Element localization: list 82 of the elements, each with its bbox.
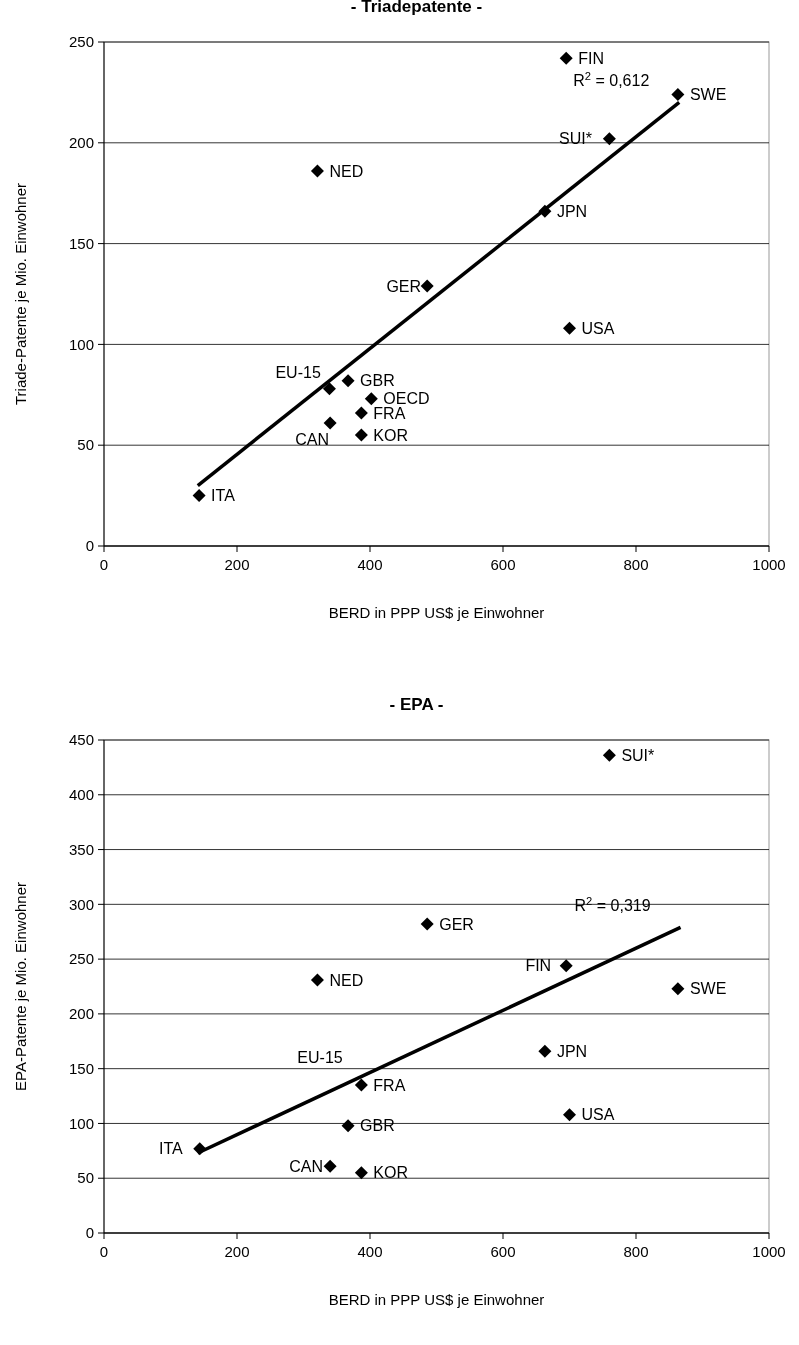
point	[671, 982, 685, 996]
annotation: EU-15	[297, 1049, 343, 1067]
point	[538, 1044, 552, 1058]
y-tick-label: 350	[68, 840, 94, 858]
y-tick-label: 0	[85, 537, 94, 555]
annotation: JPN	[556, 202, 588, 220]
x-tick-label: 0	[99, 1243, 109, 1260]
point	[341, 1119, 355, 1133]
y-tick-label: 150	[68, 1059, 94, 1077]
y-tick-label: 300	[68, 895, 94, 913]
y-tick-label: 450	[68, 731, 94, 749]
annotation: FRA	[373, 1076, 406, 1094]
annotation: NED	[329, 162, 364, 180]
x-tick-label: 800	[623, 1243, 649, 1260]
annotation: GER	[386, 277, 422, 295]
point	[563, 321, 576, 335]
y-axis-title: EPA-Patente je Mio. Einwohner	[12, 882, 29, 1091]
annotation: KOR	[373, 426, 409, 444]
y-tick-label: 150	[68, 234, 94, 252]
annotation: EU-15	[275, 364, 321, 382]
x-tick-label: 1000	[752, 1243, 786, 1260]
annotation: FIN	[578, 49, 604, 67]
y-tick-label: 50	[77, 436, 94, 454]
point	[354, 1166, 368, 1180]
y-tick-label: 100	[68, 335, 94, 353]
annotation: USA	[581, 319, 615, 337]
annotation: FIN	[525, 957, 552, 975]
annotation: GER	[439, 915, 474, 933]
point	[671, 87, 685, 101]
chart-title: - Triadepatente -	[350, 0, 483, 16]
y-tick-label: 400	[68, 786, 94, 804]
annotation: ITA	[211, 487, 236, 505]
point	[354, 1078, 368, 1092]
x-tick-label: 0	[99, 556, 109, 573]
annotation: SUI*	[621, 746, 655, 764]
x-tick-label: 600	[490, 1243, 516, 1260]
annotation: SWE	[689, 980, 727, 998]
point	[602, 132, 616, 146]
point	[420, 279, 434, 293]
x-tick-label: 400	[357, 1243, 383, 1260]
annotation: CAN	[295, 430, 330, 448]
point	[322, 382, 336, 396]
point	[559, 959, 573, 973]
point	[364, 392, 378, 406]
point	[559, 51, 573, 65]
annotation: NED	[329, 971, 364, 989]
x-tick-label: 400	[357, 556, 383, 573]
point	[420, 917, 434, 931]
point	[323, 416, 337, 430]
x-axis-title: BERD in PPP US$ je Einwohner	[328, 604, 545, 621]
y-tick-label: 200	[68, 1005, 94, 1023]
point	[323, 1159, 337, 1173]
annotation: KOR	[373, 1164, 409, 1182]
x-tick-label: 1000	[752, 556, 786, 573]
y-tick-label: 50	[77, 1169, 94, 1187]
x-tick-label: 600	[490, 556, 516, 573]
point	[341, 374, 355, 388]
y-tick-label: 100	[68, 1114, 94, 1132]
x-tick-label: 200	[224, 1243, 250, 1260]
annotation: ITA	[158, 1140, 183, 1158]
y-axis-title: Triade-Patente je Mio. Einwohner	[12, 182, 29, 406]
annotation: GBR	[360, 372, 395, 390]
annotation: JPN	[556, 1042, 588, 1060]
point	[563, 1108, 576, 1122]
y-tick-label: 200	[68, 134, 94, 152]
annotation: R$^{2}$ = 0,612	[573, 70, 650, 90]
x-tick-label: 200	[224, 556, 250, 573]
annotation: SWE	[689, 86, 727, 104]
y-tick-label: 250	[68, 950, 94, 968]
point	[354, 406, 368, 420]
point	[310, 973, 324, 987]
point	[602, 748, 616, 762]
annotation: USA	[581, 1106, 615, 1124]
point	[192, 489, 206, 503]
annotation: CAN	[289, 1157, 324, 1175]
chart-title: - EPA -	[389, 695, 444, 714]
y-tick-label: 0	[85, 1224, 94, 1242]
point	[354, 428, 368, 442]
y-tick-label: 250	[68, 33, 94, 51]
x-tick-label: 800	[623, 556, 649, 573]
point	[310, 164, 324, 178]
x-axis-title: BERD in PPP US$ je Einwohner	[328, 1291, 545, 1308]
